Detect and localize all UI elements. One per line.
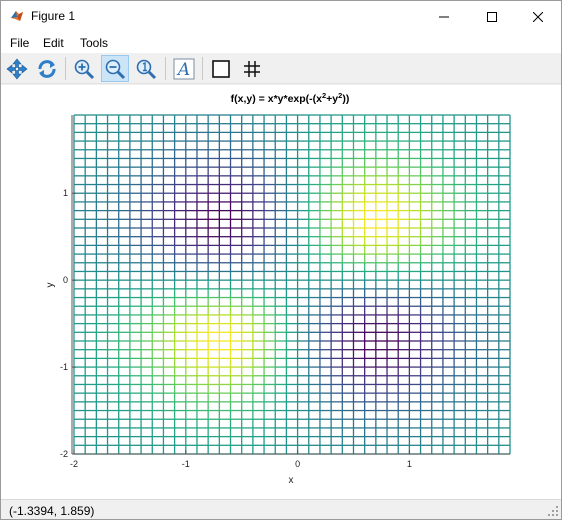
mesh-plot[interactable]: f(x,y) = x*y*exp(-(x2+y2)) -2 -1 0 1-2-101 … [1, 85, 561, 499]
rotate-button[interactable] [33, 55, 61, 82]
rotate-icon [38, 59, 56, 78]
maximize-button[interactable] [469, 1, 515, 32]
menu-bar: File Edit Tools [1, 32, 561, 53]
toggle-box-icon [212, 59, 230, 78]
zoom-in-button[interactable] [70, 55, 98, 82]
y-axis-label: y [45, 283, 56, 288]
y-tick-label: -1 [60, 362, 68, 372]
y-tick-label: 1 [63, 188, 68, 198]
title-bar[interactable]: Figure 1 [1, 1, 561, 32]
figure-toolbar: A [1, 53, 561, 84]
minimize-button[interactable] [421, 1, 467, 32]
figure-canvas[interactable]: f(x,y) = x*y*exp(-(x2+y2)) -2 -1 0 1 -2 -1 0 1 … [1, 85, 561, 499]
chart-title-mid: +y [326, 93, 338, 105]
pan-button[interactable] [3, 55, 31, 82]
x-tick-label: -1 [182, 459, 190, 469]
toolbar-separator [165, 57, 166, 80]
x-tick-label: -2 [70, 459, 78, 469]
toggle-grid-button[interactable] [238, 55, 266, 82]
toggle-box-button[interactable] [207, 55, 235, 82]
menu-tools[interactable]: Tools [80, 36, 109, 50]
y-tick-label: 0 [63, 275, 68, 285]
svg-text:A: A [176, 60, 190, 80]
menu-file[interactable]: File [10, 36, 30, 50]
chart-title-sup-1: 2 [322, 91, 326, 100]
insert-text-icon: A [173, 58, 195, 80]
chart-title-sup-2: 2 [338, 91, 342, 100]
zoom-out-icon [105, 59, 126, 79]
toggle-grid-icon [244, 60, 260, 77]
pan-icon [6, 58, 28, 79]
chart-title-tail: )) [342, 93, 349, 105]
minimize-icon [439, 16, 449, 17]
toolbar-separator [202, 57, 203, 80]
status-bar: (-1.3394, 1.859) [1, 499, 561, 519]
window-title: Figure 1 [31, 9, 76, 23]
toolbar-separator [65, 57, 66, 80]
axes: -2 -1 0 1 -2 -1 0 1 [60, 115, 510, 469]
matlab-app-icon [11, 11, 23, 21]
cursor-coordinates: (-1.3394, 1.859) [9, 504, 95, 518]
reset-zoom-button[interactable] [132, 55, 160, 82]
menu-edit[interactable]: Edit [43, 36, 64, 50]
close-icon [533, 11, 543, 22]
reset-zoom-icon [136, 59, 157, 79]
resize-grip-icon[interactable] [547, 505, 559, 517]
x-tick-label: 0 [295, 459, 300, 469]
zoom-in-icon [74, 59, 95, 79]
x-axis-label: x [289, 475, 294, 486]
insert-text-button[interactable]: A [170, 55, 198, 82]
close-button[interactable] [515, 1, 561, 32]
chart-title: f(x,y) = x*y*exp(-(x2+y2)) [231, 91, 350, 105]
x-tick-label: 1 [407, 459, 412, 469]
maximize-icon [487, 11, 497, 22]
zoom-out-button[interactable] [101, 55, 129, 82]
chart-title-base: f(x,y) = x*y*exp(-(x [231, 93, 322, 105]
mesh-surface [73, 114, 511, 455]
y-tick-label: -2 [60, 449, 68, 459]
